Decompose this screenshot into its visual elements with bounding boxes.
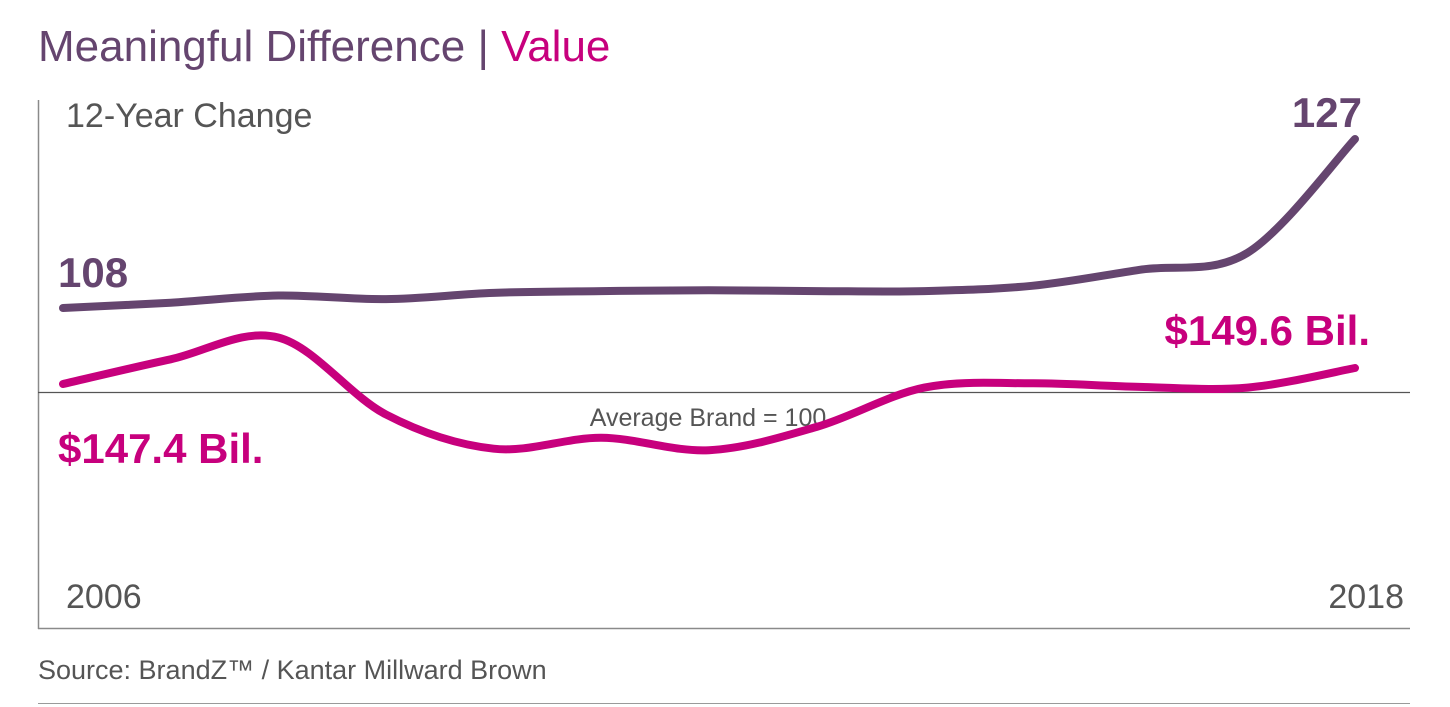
value-start-label: $147.4 Bil.: [58, 425, 263, 472]
title-meaningful-difference: Meaningful Difference: [38, 22, 466, 71]
series-line-difference: [59, 135, 1359, 312]
difference-end-label: 127: [1292, 89, 1362, 136]
baseline-label: Average Brand = 100: [590, 404, 827, 432]
x-tick-label-start: 2006: [66, 578, 142, 616]
series-line-value: [59, 331, 1359, 455]
source-note: Source: BrandZ™ / Kantar Millward Brown: [38, 655, 547, 685]
x-tick-label-end: 2018: [1328, 578, 1404, 616]
title-separator: |: [477, 22, 489, 71]
title-value: Value: [501, 22, 611, 71]
bottom-divider: [38, 703, 1410, 704]
chart-subtitle: 12-Year Change: [66, 97, 312, 135]
chart-title: Meaningful Difference | Value: [38, 22, 610, 72]
difference-start-label: 108: [58, 249, 128, 296]
value-end-label: $149.6 Bil.: [1165, 307, 1370, 354]
